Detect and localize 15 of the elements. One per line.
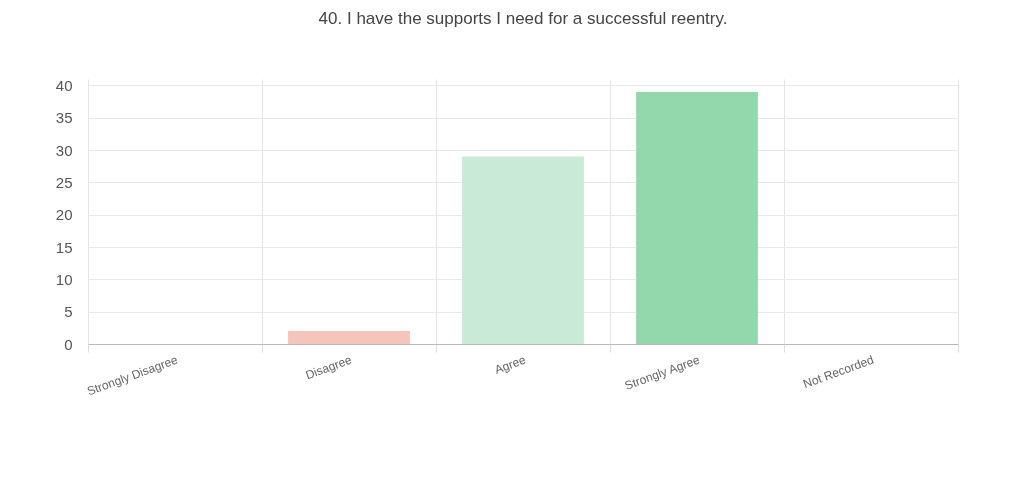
- y-tick-label: 5: [64, 303, 73, 321]
- y-tick-label: 20: [55, 206, 73, 224]
- bar: [462, 156, 584, 344]
- bar: [636, 91, 758, 344]
- bar: [288, 331, 410, 344]
- x-tick-label: Agree: [492, 352, 528, 377]
- x-tick-label: Strongly Agree: [622, 352, 702, 393]
- y-tick-label: 25: [55, 173, 73, 191]
- y-tick-label: 35: [55, 109, 73, 127]
- y-tick-label: 10: [55, 270, 73, 288]
- y-tick-label: 0: [64, 335, 73, 353]
- chart-title: 40. I have the supports I need for a successful reentry.: [318, 9, 728, 29]
- y-tick-label: 15: [55, 238, 73, 256]
- y-tick-label: 40: [55, 76, 73, 94]
- y-tick-label: 30: [55, 141, 73, 159]
